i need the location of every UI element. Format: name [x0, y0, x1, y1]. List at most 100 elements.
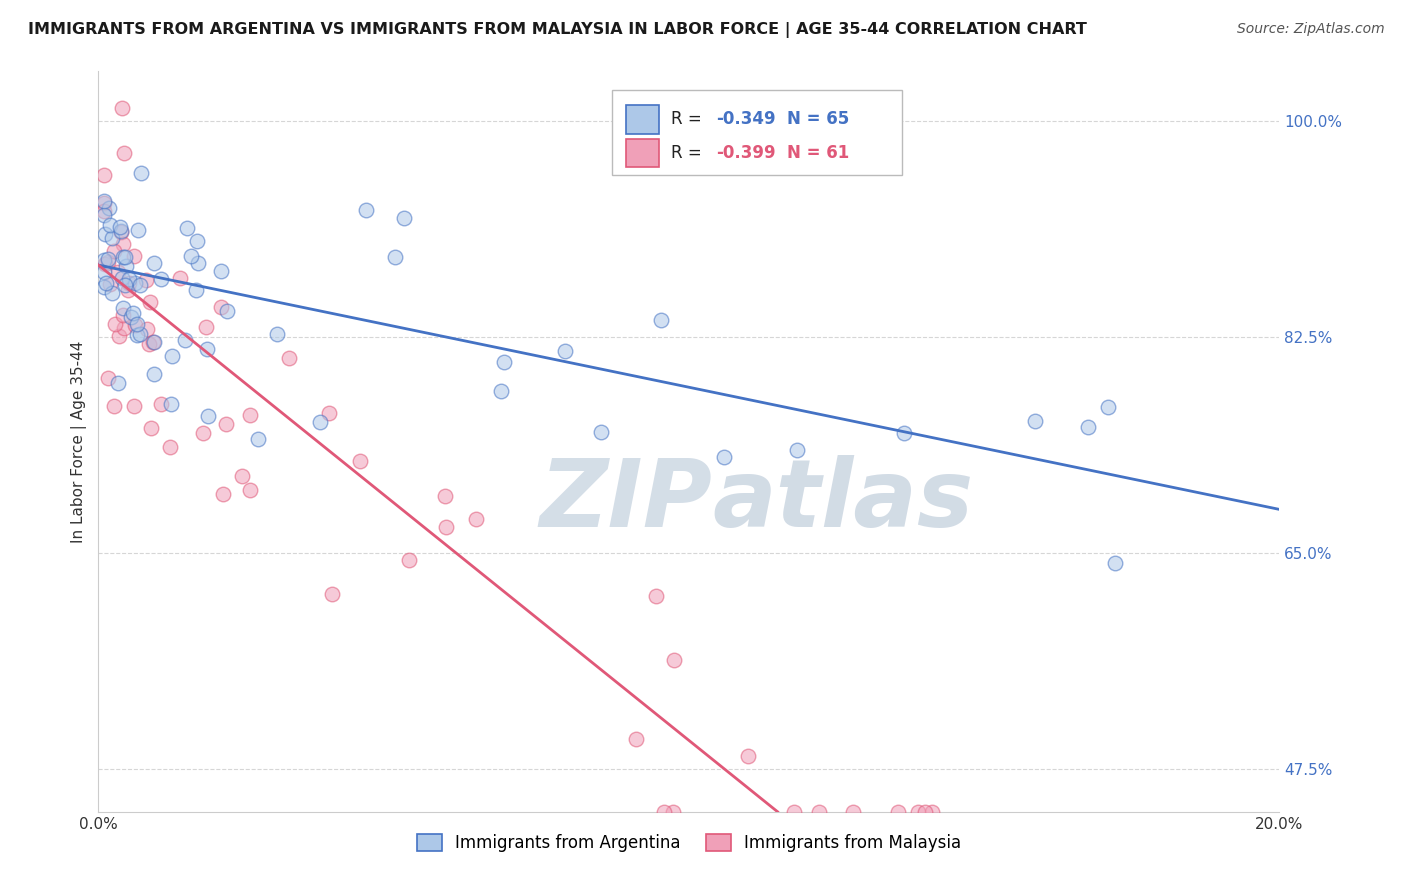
Point — [127, 222, 149, 236]
Point — [122, 306, 145, 320]
Point — [191, 426, 214, 441]
Point — [103, 399, 125, 413]
Point — [491, 384, 513, 398]
Point — [98, 218, 121, 232]
Point — [180, 249, 202, 263]
Point — [98, 277, 121, 291]
Point — [1097, 400, 1119, 414]
Point — [139, 420, 162, 434]
Point — [713, 450, 735, 464]
Point — [149, 397, 172, 411]
Point — [318, 406, 340, 420]
Text: R =: R = — [671, 111, 707, 128]
Point — [434, 489, 457, 503]
Point — [266, 326, 288, 341]
FancyBboxPatch shape — [626, 105, 659, 134]
Point — [108, 220, 131, 235]
Point — [142, 368, 165, 382]
Point — [907, 805, 929, 819]
Point — [124, 249, 146, 263]
Point — [239, 409, 262, 423]
Point — [93, 208, 115, 222]
Point — [111, 237, 134, 252]
Point — [117, 283, 139, 297]
Point — [143, 334, 166, 349]
Point — [1104, 556, 1126, 570]
Point — [195, 343, 218, 357]
Point — [197, 409, 219, 423]
Point — [215, 417, 238, 431]
Text: IMMIGRANTS FROM ARGENTINA VS IMMIGRANTS FROM MALAYSIA IN LABOR FORCE | AGE 35-44: IMMIGRANTS FROM ARGENTINA VS IMMIGRANTS … — [28, 22, 1087, 38]
Point — [737, 749, 759, 764]
Point — [212, 487, 235, 501]
Point — [111, 271, 134, 285]
Point — [215, 304, 238, 318]
Point — [110, 225, 132, 239]
Point — [150, 272, 173, 286]
Point — [138, 336, 160, 351]
Point — [138, 294, 160, 309]
Point — [107, 265, 129, 279]
Point — [115, 259, 138, 273]
Point — [464, 512, 486, 526]
Point — [94, 227, 117, 242]
Point — [93, 203, 115, 218]
Point — [321, 587, 343, 601]
Point — [209, 264, 232, 278]
Text: -0.399: -0.399 — [716, 144, 776, 161]
Point — [654, 805, 676, 819]
Point — [786, 443, 808, 458]
FancyBboxPatch shape — [626, 139, 659, 167]
Point — [93, 265, 115, 279]
Point — [174, 333, 197, 347]
Point — [101, 231, 124, 245]
Point — [127, 328, 149, 343]
Point — [112, 145, 135, 160]
Point — [122, 399, 145, 413]
Point — [626, 731, 648, 746]
Point — [127, 317, 149, 331]
Point — [354, 203, 377, 218]
Point — [645, 589, 668, 603]
Point — [112, 308, 135, 322]
Text: R =: R = — [671, 144, 707, 161]
Point — [842, 805, 865, 819]
Point — [239, 483, 262, 497]
Point — [129, 277, 152, 292]
Point — [129, 327, 152, 342]
Point — [246, 433, 269, 447]
Point — [143, 256, 166, 270]
Point — [112, 301, 135, 315]
Point — [169, 271, 191, 285]
Point — [184, 283, 207, 297]
Point — [112, 321, 135, 335]
Point — [93, 194, 115, 209]
Point — [93, 168, 115, 182]
Point — [120, 310, 142, 325]
Point — [111, 102, 134, 116]
Point — [124, 318, 146, 333]
Point — [93, 280, 115, 294]
Point — [231, 468, 253, 483]
Point — [1077, 420, 1099, 434]
Y-axis label: In Labor Force | Age 35-44: In Labor Force | Age 35-44 — [72, 341, 87, 542]
Point — [893, 425, 915, 440]
Point — [93, 257, 115, 271]
Point — [114, 277, 136, 292]
Point — [107, 376, 129, 391]
Point — [98, 202, 121, 216]
Point — [104, 317, 127, 331]
Point — [1024, 414, 1046, 428]
Point — [308, 415, 330, 429]
Point — [118, 277, 141, 291]
Point — [554, 344, 576, 359]
Text: N = 65: N = 65 — [787, 111, 849, 128]
Point — [650, 312, 672, 326]
Point — [103, 244, 125, 258]
Point — [434, 520, 457, 534]
Point — [783, 805, 806, 819]
Point — [136, 322, 159, 336]
Point — [97, 370, 120, 384]
Point — [111, 251, 134, 265]
Point — [159, 440, 181, 454]
